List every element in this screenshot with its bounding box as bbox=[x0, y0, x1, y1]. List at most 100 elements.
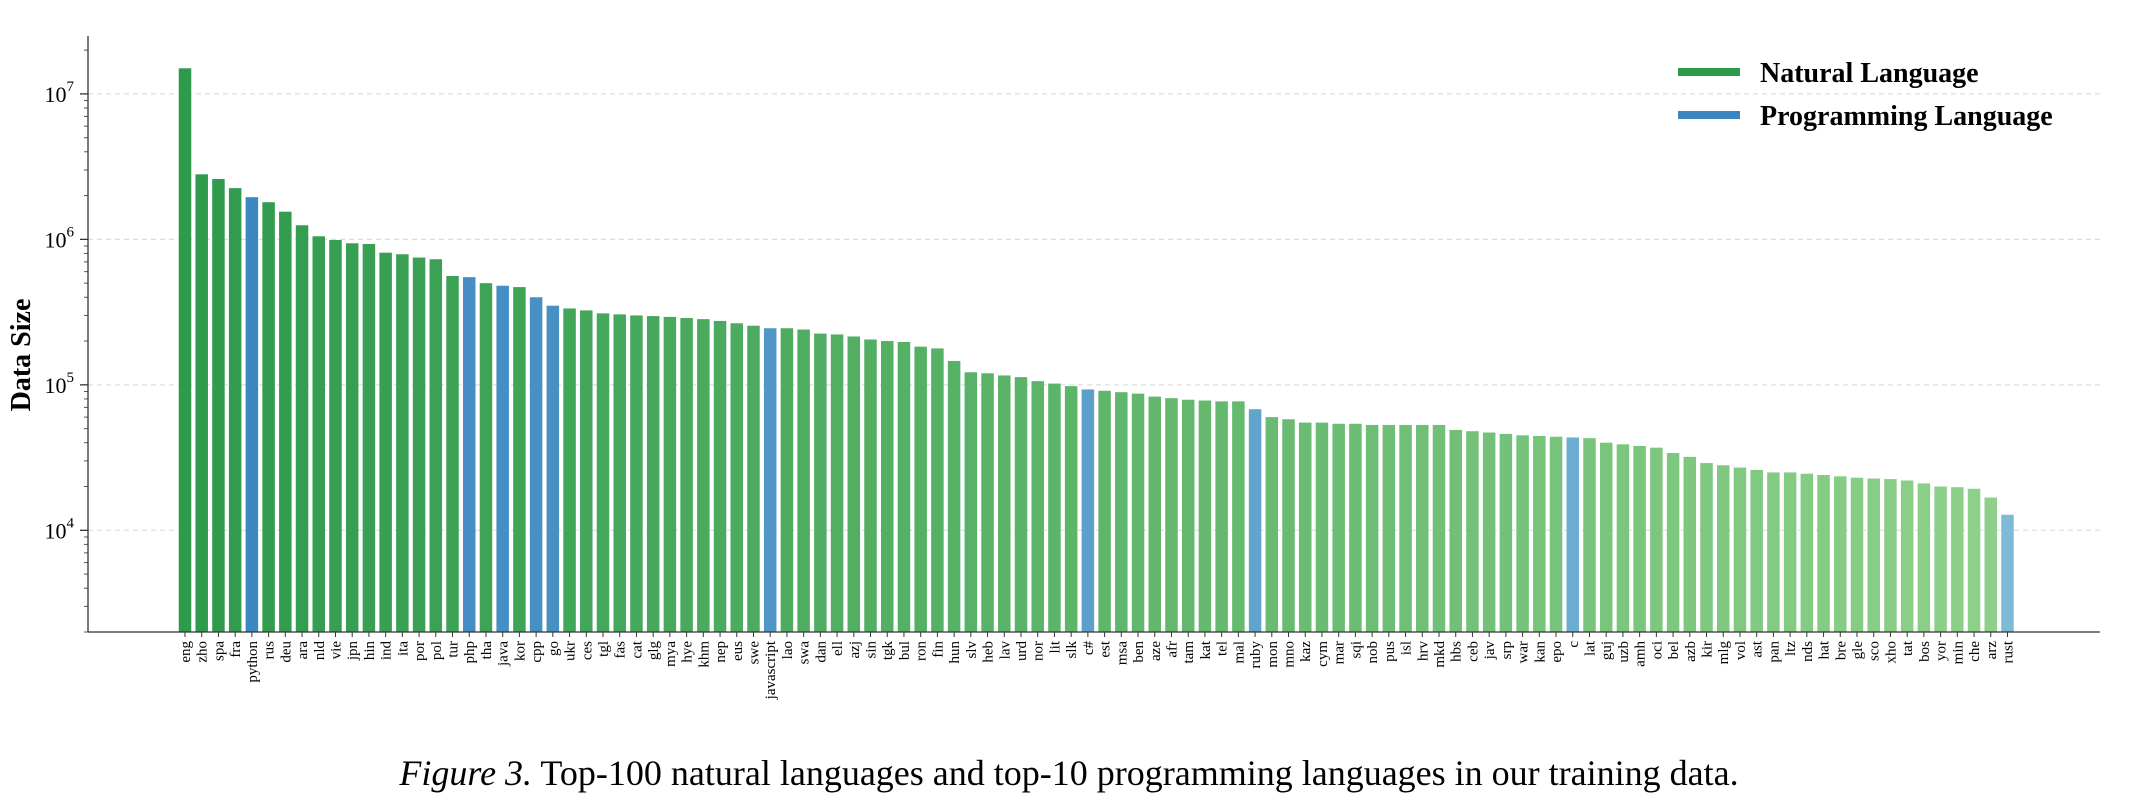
bar-hat bbox=[1817, 475, 1830, 632]
x-tick-label: vie bbox=[328, 641, 344, 660]
x-tick-label: jpn bbox=[345, 641, 361, 662]
x-tick-label: ita bbox=[395, 641, 411, 656]
bar-azb bbox=[1683, 456, 1697, 632]
x-tick-label: est bbox=[1098, 640, 1114, 657]
x-tick-label: hrv bbox=[1415, 641, 1431, 661]
x-tick-label: cym bbox=[1315, 641, 1331, 667]
x-tick-label: hbs bbox=[1449, 641, 1465, 662]
bar-lat bbox=[1583, 438, 1596, 632]
bar-sqi bbox=[1349, 423, 1362, 632]
bar-pol bbox=[429, 259, 443, 632]
x-tick-label: rust bbox=[2000, 640, 2016, 663]
bar-nld bbox=[312, 236, 326, 632]
x-tick-label: eus bbox=[730, 641, 746, 661]
x-tick-label: spa bbox=[211, 641, 227, 661]
bar-eng bbox=[178, 68, 192, 632]
y-tick-label: 105 bbox=[45, 370, 75, 398]
bar-khm bbox=[697, 319, 710, 632]
x-tick-label: c bbox=[1566, 641, 1582, 648]
bar-rust bbox=[2001, 514, 2014, 632]
x-tick-label: pol bbox=[429, 641, 445, 660]
bar-jav bbox=[1482, 432, 1496, 632]
x-tick-label: ltz bbox=[1783, 641, 1799, 656]
x-tick-label: tat bbox=[1900, 640, 1916, 656]
x-tick-label: war bbox=[1516, 641, 1532, 664]
x-tick-label: tur bbox=[446, 641, 462, 658]
bar-tha bbox=[479, 283, 493, 632]
bar-ita bbox=[396, 254, 409, 632]
bar-jpn bbox=[345, 243, 359, 632]
bar-glg bbox=[646, 316, 660, 632]
x-tick-label: mno bbox=[1282, 641, 1298, 668]
bar-cpp bbox=[529, 297, 543, 632]
x-tick-label: sco bbox=[1867, 641, 1883, 661]
x-tick-label: azj bbox=[847, 641, 863, 658]
bar-dan bbox=[814, 333, 827, 632]
bar-pus bbox=[1382, 424, 1396, 632]
bar-ara bbox=[295, 225, 309, 632]
x-tick-label: swa bbox=[797, 641, 813, 665]
x-tick-label: rus bbox=[262, 641, 278, 659]
x-tick-label: ben bbox=[1131, 641, 1147, 663]
bar-mal bbox=[1232, 401, 1245, 632]
bar-azj bbox=[847, 336, 861, 632]
bar-nep bbox=[713, 320, 727, 632]
x-tick-label: swe bbox=[746, 641, 762, 665]
x-tick-label: slk bbox=[1064, 641, 1080, 659]
caption-text: Top-100 natural languages and top-10 pro… bbox=[540, 753, 1739, 793]
bar-sin bbox=[864, 339, 877, 632]
x-tick-label: jav bbox=[1482, 641, 1498, 661]
x-tick-label: sqi bbox=[1348, 641, 1364, 659]
bar-c bbox=[1566, 437, 1580, 632]
x-tick-label: kan bbox=[1532, 641, 1548, 663]
x-tick-label: deu bbox=[278, 641, 294, 663]
bar-heb bbox=[981, 373, 994, 632]
x-tick-label: guj bbox=[1599, 641, 1615, 660]
bar-ruby bbox=[1248, 409, 1262, 632]
bar-sco bbox=[1867, 478, 1880, 632]
x-tick-label: ara bbox=[295, 641, 311, 660]
bar-tgl bbox=[596, 313, 610, 632]
bar-ltz bbox=[1783, 472, 1797, 632]
x-tick-label: mar bbox=[1332, 641, 1348, 664]
x-tick-label: sin bbox=[864, 641, 880, 659]
x-tick-label: slv bbox=[964, 641, 980, 659]
x-tick-label: mya bbox=[663, 641, 679, 667]
bar-vie bbox=[329, 240, 342, 632]
bar-mya bbox=[663, 316, 677, 632]
x-tick-label: srp bbox=[1499, 641, 1515, 659]
x-tick-label: glg bbox=[646, 641, 662, 661]
x-tick-label: xho bbox=[1883, 641, 1899, 664]
x-tick-label: vol bbox=[1733, 641, 1749, 660]
x-tick-label: kir bbox=[1700, 641, 1716, 658]
bar-mkd bbox=[1432, 424, 1446, 632]
x-tick-label: java bbox=[496, 641, 512, 667]
bar-afr bbox=[1165, 398, 1178, 632]
bar-lao bbox=[780, 328, 794, 632]
bar-tgk bbox=[880, 341, 894, 632]
bar-eus bbox=[730, 323, 744, 632]
x-tick-label: tel bbox=[1215, 641, 1231, 656]
x-tick-label: fas bbox=[613, 641, 629, 659]
x-tick-label: che bbox=[1967, 641, 1983, 662]
y-tick-label: 104 bbox=[45, 515, 75, 543]
bar-rus bbox=[262, 202, 275, 633]
x-tick-label: por bbox=[412, 641, 428, 661]
bar-uzb bbox=[1616, 444, 1630, 632]
bar-vol bbox=[1733, 467, 1747, 632]
x-tick-label: hun bbox=[947, 641, 963, 664]
bar-min bbox=[1951, 487, 1964, 632]
bar-xho bbox=[1884, 479, 1897, 632]
x-tick-label: bel bbox=[1666, 641, 1682, 659]
bar-kan bbox=[1533, 435, 1546, 632]
x-tick-label: cat bbox=[629, 640, 645, 658]
x-tick-label: cpp bbox=[529, 641, 545, 663]
x-tick-label: ruby bbox=[1248, 641, 1264, 669]
x-tick-label: tgk bbox=[880, 641, 896, 661]
legend: Natural Language Programming Language bbox=[1678, 58, 2053, 132]
x-tick-label: lav bbox=[997, 641, 1013, 660]
bar-guj bbox=[1599, 442, 1613, 632]
bar-mon bbox=[1265, 417, 1279, 632]
x-tick-label: nld bbox=[312, 641, 328, 661]
